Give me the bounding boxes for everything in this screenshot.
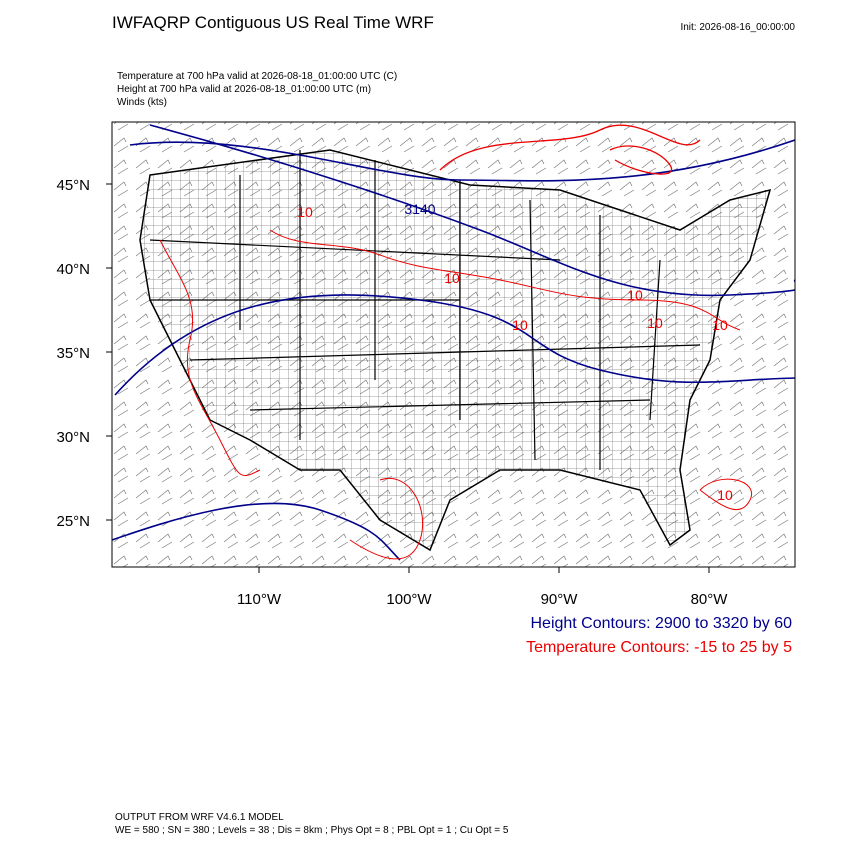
lon-label: 110°W bbox=[237, 591, 282, 608]
init-time: Init: 2026-08-16_00:00:00 bbox=[680, 22, 795, 33]
height-legend: Height Contours: 2900 to 3320 by 60 bbox=[530, 615, 792, 632]
us-outline bbox=[139, 149, 772, 552]
height-label: 3140 bbox=[404, 201, 435, 217]
state-borders bbox=[149, 150, 701, 470]
lat-label: 25°N bbox=[56, 513, 90, 530]
temperature-label: 10 bbox=[647, 315, 663, 331]
lon-label: 100°W bbox=[386, 591, 432, 608]
lat-label: 30°N bbox=[56, 429, 90, 446]
lat-label: 35°N bbox=[56, 345, 90, 362]
footer-line: OUTPUT FROM WRF V4.6.1 MODEL bbox=[115, 812, 284, 823]
title: IWFAQRP Contiguous US Real Time WRF bbox=[112, 13, 434, 32]
lat-label: 40°N bbox=[56, 261, 90, 278]
lon-label: 90°W bbox=[541, 591, 579, 608]
lon-label: 80°W bbox=[691, 591, 729, 608]
height-contour bbox=[114, 294, 795, 396]
graticule-ticks: 45°N 40°N 35°N 30°N 25°N 110°W 100°W 90°W 80°W bbox=[56, 177, 728, 608]
temperature-contour bbox=[439, 124, 701, 171]
map-frame bbox=[111, 121, 796, 568]
height-contour bbox=[129, 139, 795, 182]
temperature-label: 10 bbox=[444, 270, 460, 286]
temperature-contour bbox=[269, 229, 741, 331]
height-contour bbox=[149, 124, 795, 297]
field-label: Height at 700 hPa valid at 2026-08-18_01… bbox=[117, 84, 371, 95]
field-label: Winds (kts) bbox=[117, 97, 167, 108]
temperature-contour bbox=[159, 239, 261, 477]
temperature-label: 10 bbox=[717, 487, 733, 503]
temperature-contour bbox=[609, 145, 673, 175]
height-contour bbox=[112, 502, 401, 561]
temperature-label: 10 bbox=[512, 317, 528, 333]
temperature-legend: Temperature Contours: -15 to 25 by 5 bbox=[526, 639, 792, 656]
temperature-contour bbox=[349, 477, 424, 560]
temperature-label: 10 bbox=[297, 204, 313, 220]
lat-label: 45°N bbox=[56, 177, 90, 194]
temperature-label: 10 bbox=[627, 287, 643, 303]
map-body bbox=[112, 122, 795, 567]
temperature-label: 10 bbox=[712, 317, 728, 333]
footer-line: WE = 580 ; SN = 380 ; Levels = 38 ; Dis … bbox=[115, 825, 509, 836]
temperature-contour bbox=[699, 478, 753, 511]
field-label: Temperature at 700 hPa valid at 2026-08-… bbox=[117, 71, 397, 82]
